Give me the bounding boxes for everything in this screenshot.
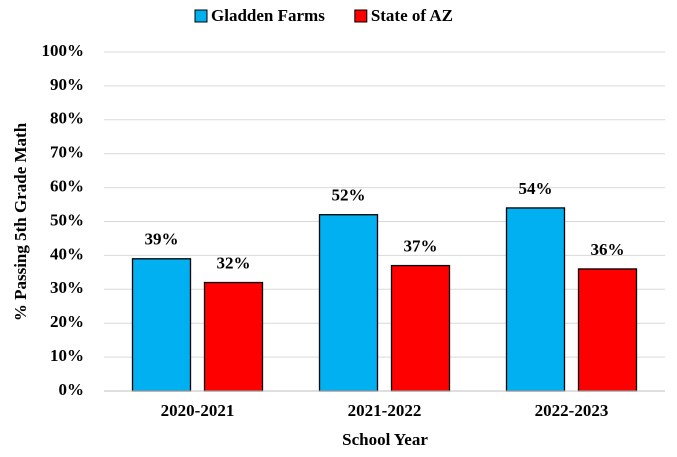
value-label: 39% bbox=[145, 230, 179, 249]
x-tick-label: 2022-2023 bbox=[535, 401, 609, 420]
x-tick-label: 2021-2022 bbox=[348, 401, 422, 420]
value-label: 54% bbox=[519, 179, 553, 198]
x-tick-label: 2020-2021 bbox=[161, 401, 235, 420]
y-tick-label: 60% bbox=[50, 177, 84, 196]
value-label: 36% bbox=[591, 240, 625, 259]
bar bbox=[390, 264, 451, 392]
x-axis-title: School Year bbox=[342, 430, 428, 449]
y-tick-label: 20% bbox=[50, 312, 84, 331]
y-tick-label: 0% bbox=[59, 380, 85, 399]
y-tick-label: 40% bbox=[50, 244, 84, 263]
y-tick-label: 50% bbox=[50, 210, 84, 229]
value-label: 37% bbox=[404, 236, 438, 255]
bar bbox=[505, 207, 566, 392]
bar bbox=[131, 258, 192, 392]
y-tick-label: 80% bbox=[50, 109, 84, 128]
legend-label: Gladden Farms bbox=[211, 6, 325, 25]
y-tick-label: 30% bbox=[50, 278, 84, 297]
bar bbox=[203, 281, 264, 392]
y-tick-label: 100% bbox=[42, 41, 85, 60]
y-tick-label: 10% bbox=[50, 346, 84, 365]
bar bbox=[318, 214, 379, 392]
y-tick-label: 90% bbox=[50, 75, 84, 94]
y-axis-title: % Passing 5th Grade Math bbox=[11, 122, 30, 321]
y-tick-label: 70% bbox=[50, 143, 84, 162]
legend-swatch bbox=[194, 9, 208, 23]
value-label: 32% bbox=[217, 253, 251, 272]
legend-label: State of AZ bbox=[371, 6, 453, 25]
value-label: 52% bbox=[332, 186, 366, 205]
legend-swatch bbox=[354, 9, 368, 23]
bar bbox=[577, 268, 638, 392]
